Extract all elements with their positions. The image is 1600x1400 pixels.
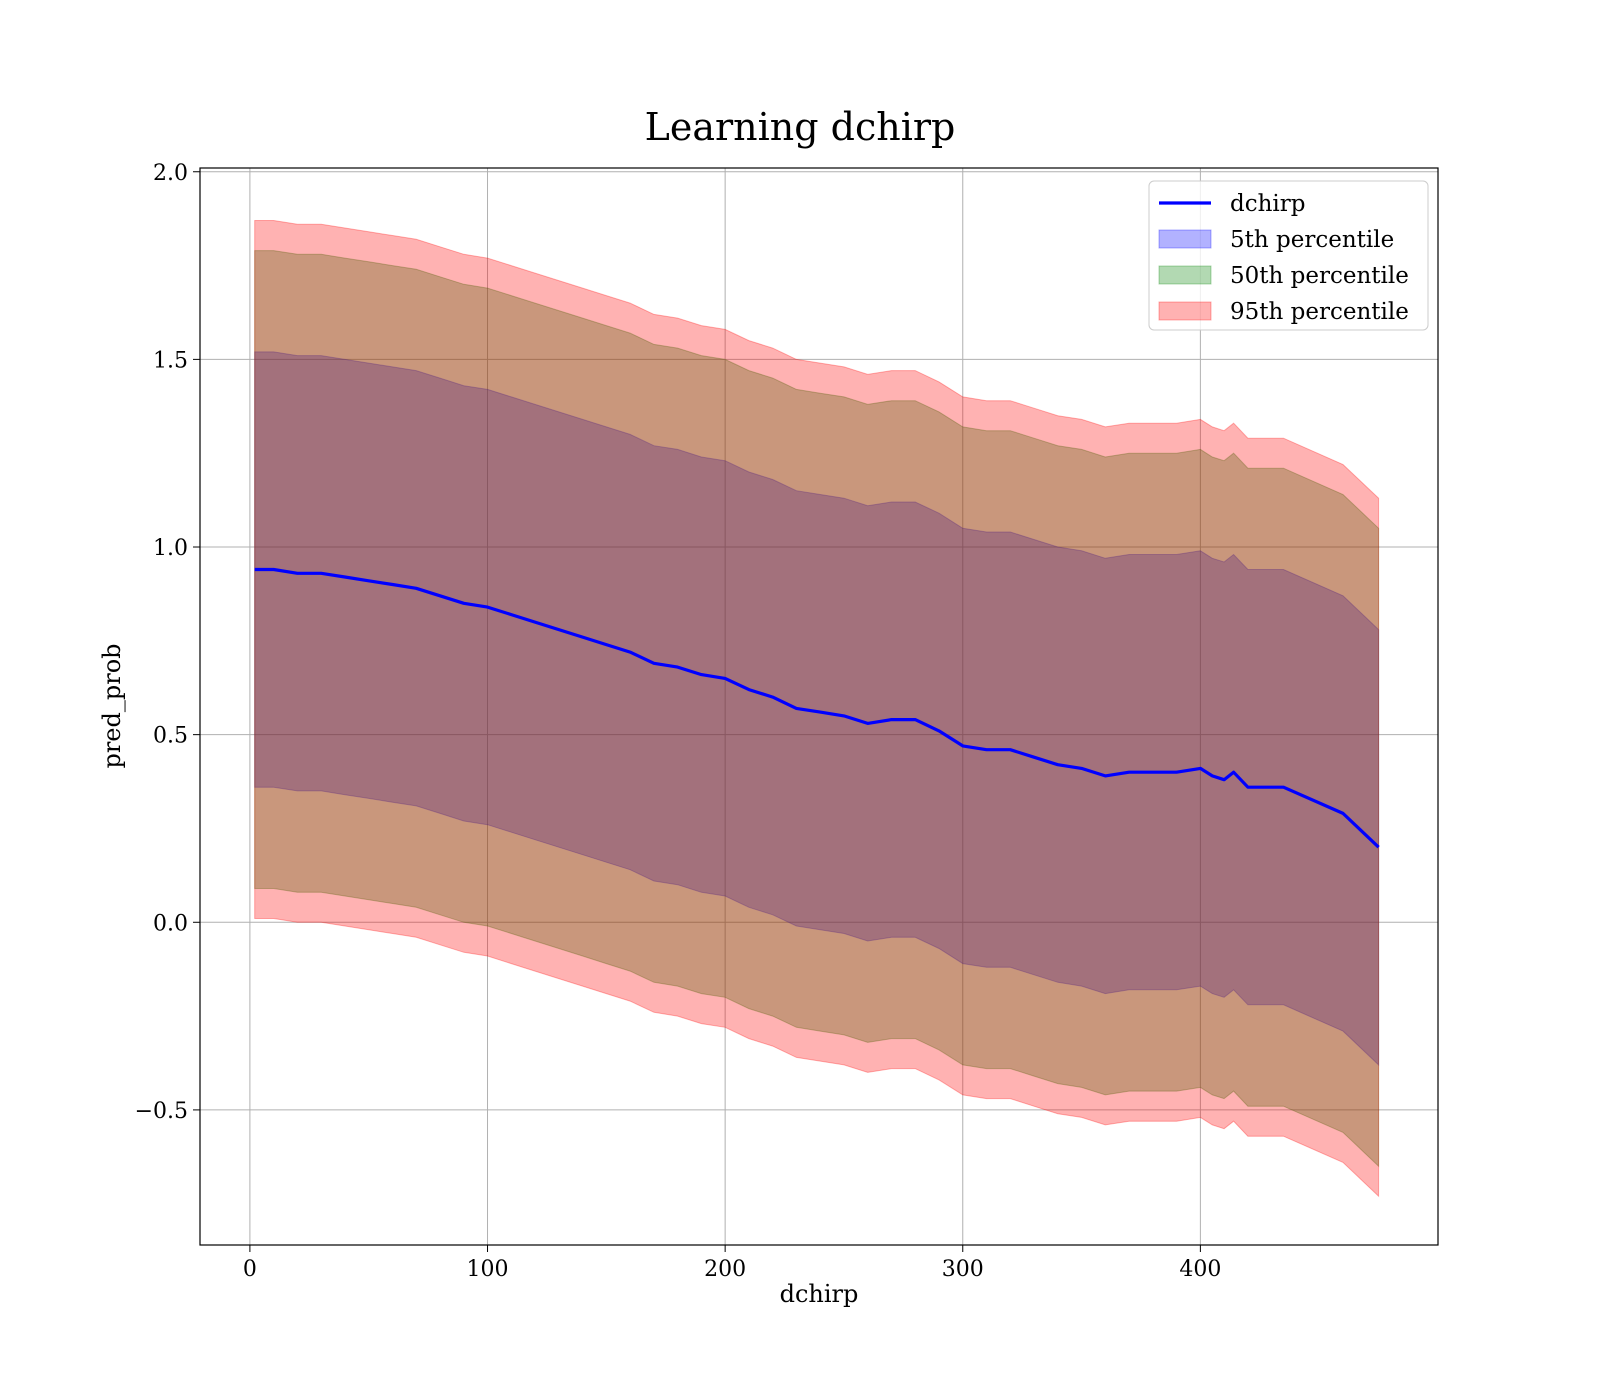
legend-label-95th-percentile: 95th percentile bbox=[1230, 299, 1409, 325]
band-50th-percentile bbox=[254, 250, 1380, 1168]
band-5th-percentile bbox=[254, 351, 1380, 1067]
legend-swatch-50th-percentile bbox=[1158, 265, 1212, 285]
line-dchirp bbox=[254, 567, 1380, 849]
y-axis-label: pred_prob bbox=[98, 643, 126, 768]
chart-title: Learning dchirp bbox=[645, 105, 956, 149]
legend-swatch-95th-percentile bbox=[1158, 301, 1212, 321]
y-tick-label: 0.5 bbox=[153, 724, 188, 749]
legend-box bbox=[1148, 180, 1429, 331]
y-tick-label: −0.5 bbox=[135, 1099, 188, 1124]
plot-frame bbox=[199, 167, 1439, 1246]
bands bbox=[254, 220, 1380, 1198]
y-tick-label: 0.0 bbox=[153, 911, 188, 936]
x-tick-label: 100 bbox=[467, 1257, 509, 1282]
legend-label-50th-percentile: 50th percentile bbox=[1230, 263, 1409, 289]
y-tick-label: 1.0 bbox=[153, 536, 188, 561]
legend-label-dchirp: dchirp bbox=[1230, 191, 1306, 217]
lines bbox=[254, 567, 1380, 849]
y-axis: −0.5 0.0 0.5 1.0 1.5 2.0 bbox=[135, 161, 200, 1124]
x-axis: 0 100 200 300 400 bbox=[243, 1245, 1221, 1282]
x-tick-label: 300 bbox=[942, 1257, 984, 1282]
gridlines bbox=[200, 168, 1438, 1245]
x-tick-label: 200 bbox=[704, 1257, 746, 1282]
x-axis-label: dchirp bbox=[780, 1280, 859, 1308]
band-95th-percentile bbox=[254, 220, 1380, 1198]
legend-swatch-5th-percentile bbox=[1158, 229, 1212, 249]
legend: dchirp 5th percentile 50th percentile 95th … bbox=[1148, 180, 1429, 331]
y-tick-label: 2.0 bbox=[153, 161, 188, 186]
legend-label-5th-percentile: 5th percentile bbox=[1230, 227, 1394, 253]
x-tick-label: 400 bbox=[1179, 1257, 1221, 1282]
y-tick-label: 1.5 bbox=[153, 348, 188, 373]
x-tick-label: 0 bbox=[243, 1257, 257, 1282]
